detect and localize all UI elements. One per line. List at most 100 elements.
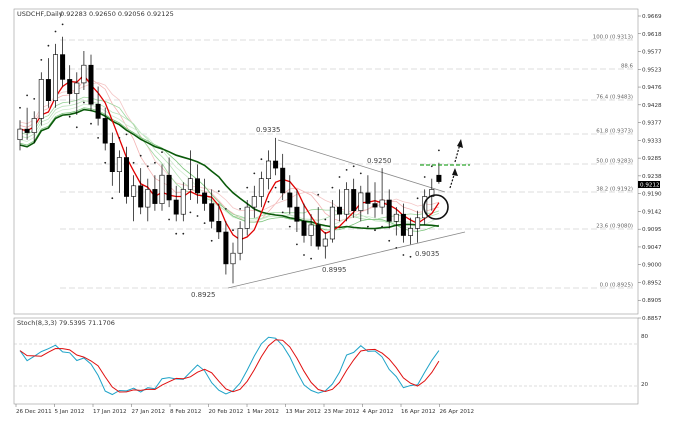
date-tick-label: 27 Jan 2012 bbox=[132, 409, 166, 415]
psar-dot bbox=[296, 243, 298, 246]
psar-dot bbox=[132, 161, 135, 164]
psar-dot bbox=[281, 211, 284, 214]
fib-label: 88.6 bbox=[621, 64, 634, 70]
psar-dot bbox=[19, 106, 21, 109]
candle-body bbox=[17, 128, 23, 141]
psar-dot bbox=[374, 229, 376, 232]
candle-body bbox=[74, 82, 80, 94]
psar-dot bbox=[90, 122, 92, 125]
candle-body bbox=[386, 199, 392, 222]
price-annotation: 0.9335 bbox=[256, 126, 281, 134]
candle-body bbox=[180, 189, 186, 215]
candle-body bbox=[287, 192, 293, 208]
upper-trendline bbox=[277, 139, 446, 193]
fib-label: 0.0 (0.8925) bbox=[600, 283, 633, 289]
date-tick-label: 20 Feb 2012 bbox=[209, 409, 244, 415]
candle-body bbox=[159, 174, 165, 204]
date-tick-label: 8 Feb 2012 bbox=[170, 409, 201, 415]
price-tick-label: 0.9142 bbox=[642, 209, 662, 215]
psar-dot bbox=[338, 176, 341, 178]
psar-dot bbox=[402, 254, 405, 256]
candle-body bbox=[209, 203, 215, 222]
candle-body bbox=[322, 238, 328, 247]
psar-dot bbox=[217, 190, 220, 193]
psar-dot bbox=[61, 23, 64, 26]
price-tick-label: 0.9047 bbox=[642, 245, 662, 251]
candlesticks bbox=[17, 36, 442, 284]
psar-dot bbox=[97, 137, 99, 139]
candle-body bbox=[230, 252, 236, 265]
psar-dot bbox=[40, 59, 43, 61]
ma-slow-dark-green bbox=[19, 108, 440, 230]
psar-dot bbox=[324, 218, 327, 221]
price-tick-label: 0.8905 bbox=[642, 298, 662, 304]
date-axis: 26 Dec 2011 5 Jan 2012 17 Jan 2012 27 Jan 2… bbox=[15, 404, 474, 415]
candle-body bbox=[60, 54, 66, 80]
chart-header-ohlc: 0.92283 0.92650 0.92056 0.92125 bbox=[60, 10, 174, 18]
candle-body bbox=[202, 192, 208, 204]
psar-dot bbox=[168, 218, 171, 221]
psar-dot bbox=[423, 176, 426, 178]
candle-body bbox=[351, 189, 357, 211]
candle-body bbox=[258, 178, 264, 197]
psar-dot bbox=[33, 98, 36, 100]
candle-body bbox=[315, 224, 321, 247]
psar-dot bbox=[430, 165, 433, 168]
candle-body bbox=[251, 196, 257, 208]
psar-dot bbox=[75, 126, 78, 129]
candle-body bbox=[308, 224, 314, 236]
psar-dot bbox=[310, 257, 312, 260]
candle-body bbox=[52, 54, 58, 101]
candle-body bbox=[152, 189, 158, 204]
psar-dot bbox=[196, 215, 199, 217]
psar-dot bbox=[352, 165, 355, 168]
candle-body bbox=[280, 167, 286, 194]
candle-body bbox=[24, 128, 30, 133]
psar-dot bbox=[125, 133, 128, 136]
price-annotation: 0.8995 bbox=[322, 266, 347, 274]
candle-body bbox=[216, 221, 222, 233]
candle-body bbox=[336, 206, 342, 215]
arrow-up-short-head bbox=[452, 168, 458, 176]
candle-body bbox=[329, 206, 335, 240]
psar-dot bbox=[161, 151, 163, 154]
candle-body bbox=[81, 64, 87, 84]
psar-dot bbox=[274, 186, 277, 189]
stoch-level-20: 20 bbox=[641, 382, 649, 388]
psar-dot bbox=[260, 158, 263, 161]
candle-body bbox=[166, 174, 172, 201]
candle-body bbox=[265, 160, 271, 180]
price-tick-label: 0.9333 bbox=[642, 138, 662, 144]
current-price-label: 0.9212 bbox=[640, 183, 660, 189]
candle-body bbox=[131, 185, 137, 197]
candle-body bbox=[407, 228, 413, 236]
candle-body bbox=[124, 157, 130, 197]
psar-dot bbox=[111, 197, 114, 200]
candle-body bbox=[187, 178, 193, 190]
fib-label: 23.6 (0.9080) bbox=[596, 224, 633, 230]
psar-dot bbox=[139, 154, 142, 157]
candle-body bbox=[88, 64, 94, 105]
psar-dot bbox=[395, 247, 398, 249]
price-annotations: 0.9335 0.9250 0.9035 0.8995 0.8925 bbox=[191, 126, 440, 299]
date-tick-label: 1 Mar 2012 bbox=[247, 409, 279, 415]
date-tick-label: 26 Dec 2011 bbox=[16, 409, 52, 415]
candle-body bbox=[102, 118, 108, 144]
psar-dot bbox=[26, 94, 28, 97]
price-tick-label: 0.8857 bbox=[642, 316, 662, 322]
date-tick-label: 4 Apr 2012 bbox=[363, 409, 394, 415]
psar-dot bbox=[409, 255, 412, 258]
candle-body bbox=[95, 103, 101, 119]
price-tick-label: 0.9095 bbox=[642, 227, 662, 233]
psar-dot bbox=[68, 115, 71, 118]
arrow-up-short bbox=[449, 171, 456, 189]
price-tick-label: 0.8952 bbox=[642, 280, 662, 286]
price-annotation: 0.9035 bbox=[415, 250, 440, 258]
price-tick-label: 0.9377 bbox=[642, 121, 662, 127]
fib-label: 50.0 (0.9283) bbox=[596, 159, 633, 165]
candle-body bbox=[393, 213, 399, 222]
psar-dot bbox=[210, 239, 213, 242]
psar-dot bbox=[225, 208, 227, 210]
